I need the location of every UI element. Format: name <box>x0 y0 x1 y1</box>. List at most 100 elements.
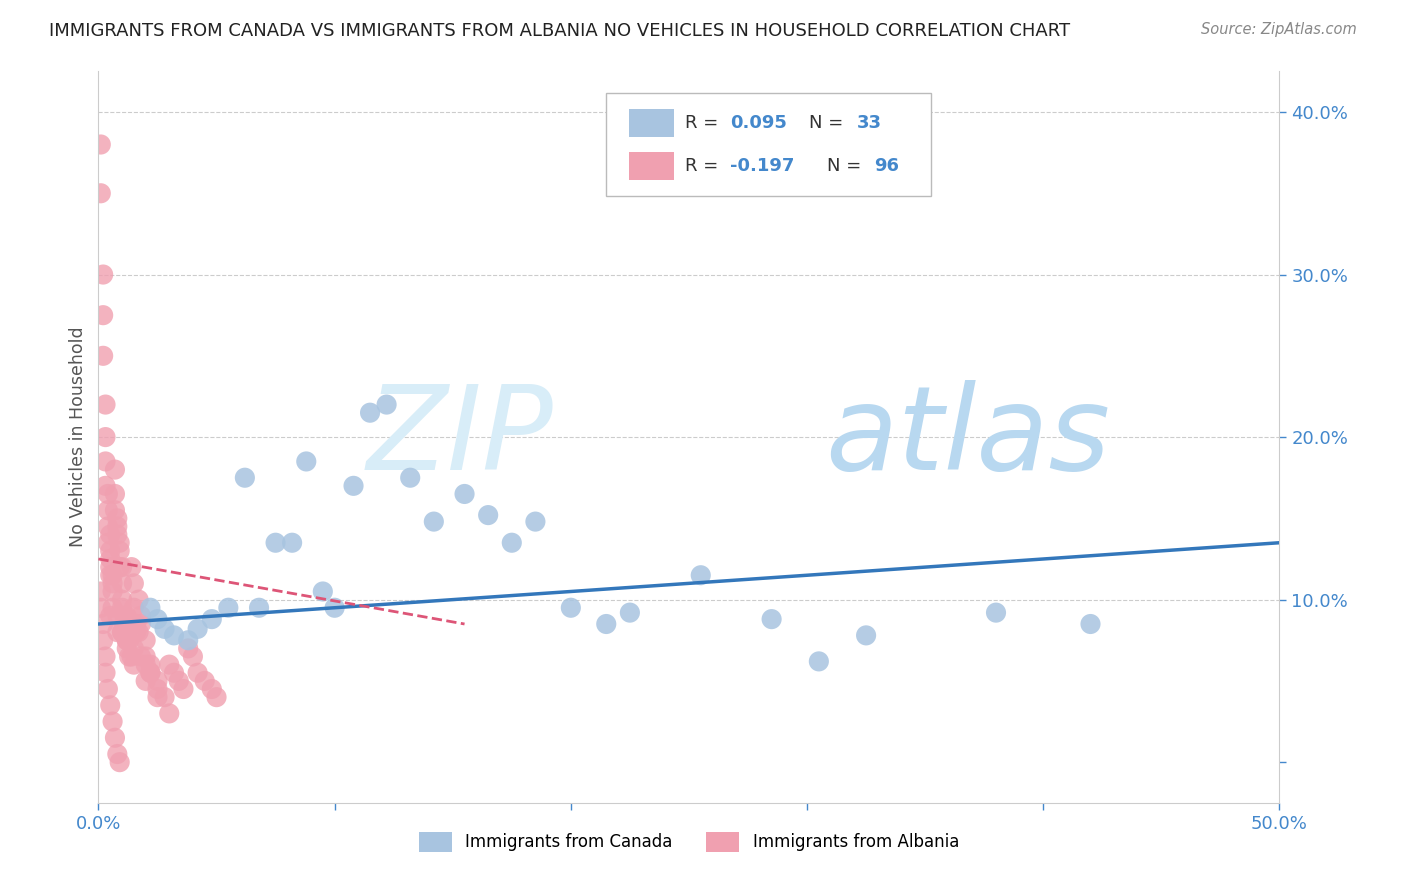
Point <box>167 673 190 688</box>
Point <box>139 665 162 680</box>
Point <box>90 600 112 615</box>
Point <box>94 649 117 664</box>
Point <box>90 186 112 201</box>
Text: ZIP: ZIP <box>367 380 553 494</box>
Point <box>90 137 112 152</box>
Point <box>129 608 152 623</box>
Text: 33: 33 <box>856 114 882 132</box>
Text: R =: R = <box>685 114 724 132</box>
Point <box>111 625 134 640</box>
Point <box>312 584 335 599</box>
Point <box>121 649 143 664</box>
Point <box>146 673 169 688</box>
Point <box>118 633 141 648</box>
Point <box>111 560 134 574</box>
Point <box>122 600 145 615</box>
Point <box>115 633 138 648</box>
Point <box>177 633 200 648</box>
Point <box>125 617 148 632</box>
Point <box>105 625 128 640</box>
Point <box>201 612 224 626</box>
Point <box>94 454 117 468</box>
Point <box>163 665 186 680</box>
Point <box>115 633 138 648</box>
Point <box>153 690 176 705</box>
Point <box>105 747 128 761</box>
Point <box>247 600 270 615</box>
Point <box>187 665 209 680</box>
Point <box>112 617 135 632</box>
Point <box>105 511 128 525</box>
Point <box>97 535 120 549</box>
Point <box>128 625 150 640</box>
Point <box>135 649 157 664</box>
Point <box>118 649 141 664</box>
Point <box>101 714 124 729</box>
Text: Source: ZipAtlas.com: Source: ZipAtlas.com <box>1201 22 1357 37</box>
Point <box>146 681 169 696</box>
Point <box>281 535 304 549</box>
Point <box>139 657 162 672</box>
Point <box>359 406 381 420</box>
Point <box>97 503 120 517</box>
Point <box>111 600 134 615</box>
Point <box>855 628 877 642</box>
Point <box>108 535 131 549</box>
Point <box>101 568 124 582</box>
Point <box>122 641 145 656</box>
Point <box>108 544 131 558</box>
FancyBboxPatch shape <box>628 152 673 179</box>
Point <box>94 398 117 412</box>
Point <box>104 731 127 745</box>
Point <box>97 487 120 501</box>
Text: N =: N = <box>810 114 849 132</box>
Point <box>399 471 422 485</box>
Text: IMMIGRANTS FROM CANADA VS IMMIGRANTS FROM ALBANIA NO VEHICLES IN HOUSEHOLD CORRE: IMMIGRANTS FROM CANADA VS IMMIGRANTS FRO… <box>49 22 1070 40</box>
Point <box>115 625 138 640</box>
Point <box>619 606 641 620</box>
Text: -0.197: -0.197 <box>730 157 794 175</box>
Point <box>115 641 138 656</box>
Point <box>129 617 152 632</box>
Point <box>115 608 138 623</box>
Point <box>146 612 169 626</box>
Point <box>524 515 547 529</box>
Point <box>98 608 121 623</box>
Legend: Immigrants from Canada, Immigrants from Albania: Immigrants from Canada, Immigrants from … <box>411 823 967 860</box>
Text: 96: 96 <box>875 157 900 175</box>
Point <box>91 349 114 363</box>
Point <box>187 622 209 636</box>
Point <box>105 608 128 623</box>
Point <box>98 552 121 566</box>
Point <box>91 308 114 322</box>
Point <box>139 600 162 615</box>
Point <box>323 600 346 615</box>
Point <box>135 633 157 648</box>
Point <box>97 681 120 696</box>
Point <box>101 576 124 591</box>
Point <box>91 268 114 282</box>
Point <box>233 471 256 485</box>
Point <box>761 612 783 626</box>
Point <box>163 628 186 642</box>
Point <box>135 657 157 672</box>
Point <box>595 617 617 632</box>
Point <box>104 503 127 517</box>
Point <box>111 576 134 591</box>
Point <box>375 398 398 412</box>
Point <box>122 657 145 672</box>
Point <box>194 673 217 688</box>
Point <box>108 560 131 574</box>
Point <box>146 690 169 705</box>
Point <box>91 633 114 648</box>
Point <box>111 592 134 607</box>
Point <box>560 600 582 615</box>
Point <box>90 584 112 599</box>
FancyBboxPatch shape <box>606 94 931 195</box>
Point <box>122 576 145 591</box>
Text: atlas: atlas <box>825 380 1109 494</box>
Point <box>97 519 120 533</box>
Point <box>423 515 446 529</box>
Text: R =: R = <box>685 157 724 175</box>
Point <box>94 430 117 444</box>
